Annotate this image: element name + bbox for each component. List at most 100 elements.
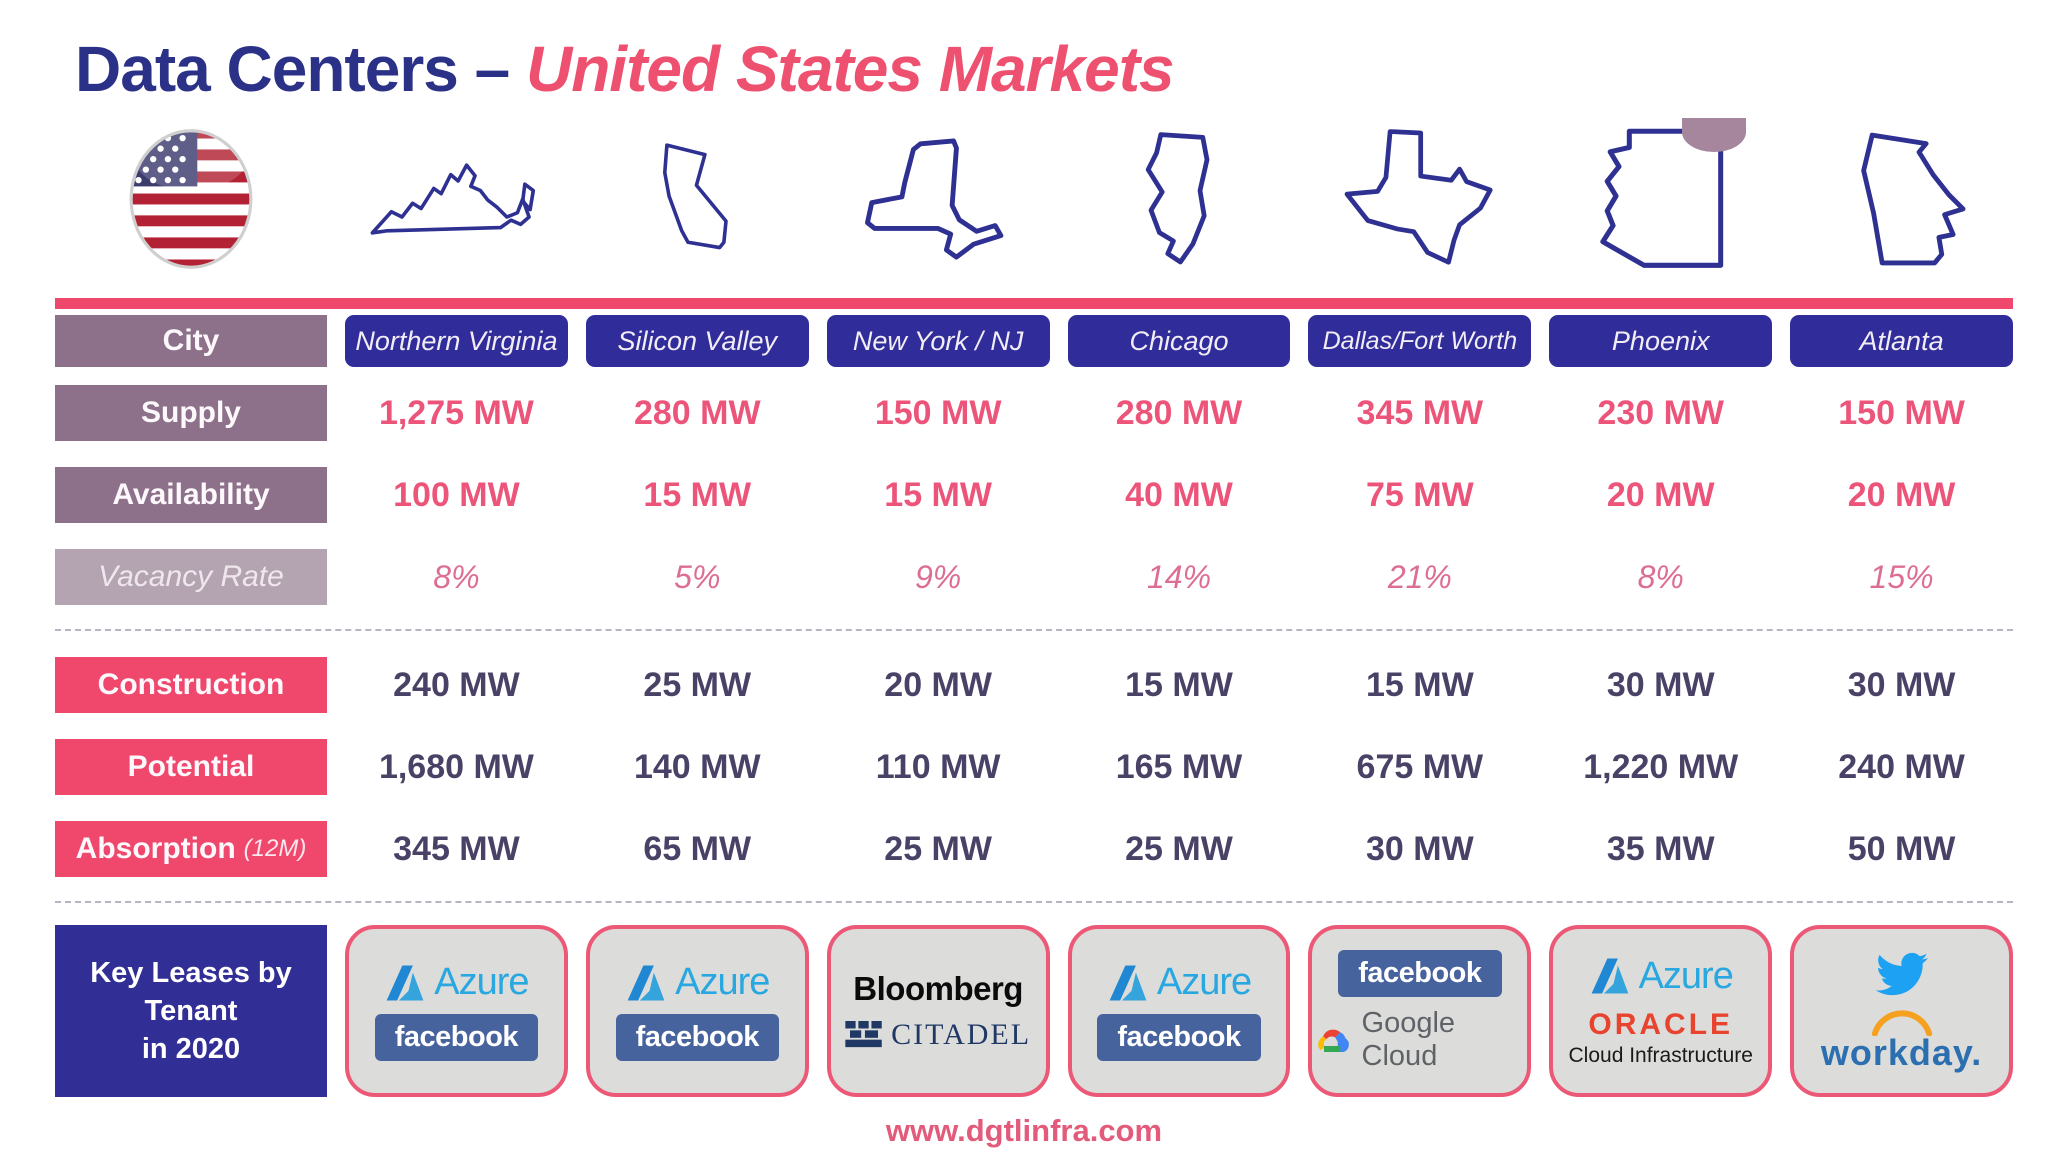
- construction-value: 15 MW: [1125, 665, 1233, 704]
- twitter-logo: [1871, 948, 1933, 1000]
- availability-value: 15 MW: [884, 475, 992, 514]
- city-chip-northern-virginia: Northern Virginia: [345, 315, 568, 367]
- construction-value: 15 MW: [1366, 665, 1474, 704]
- potential-value: 240 MW: [1838, 747, 1965, 786]
- supply-value: 230 MW: [1597, 393, 1724, 432]
- oracle-cloud-logo: ORACLE Cloud Infrastructure: [1568, 1007, 1753, 1067]
- absorption-row: Absorption (12M) 345 MW 65 MW 25 MW 25 M…: [55, 821, 2013, 877]
- bloomberg-logo: Bloomberg: [853, 970, 1023, 1007]
- availability-value: 15 MW: [643, 475, 752, 514]
- azure-icon: [386, 965, 424, 1000]
- supply-value: 280 MW: [1115, 393, 1243, 432]
- vacancy-value: 8%: [1637, 558, 1684, 595]
- potential-value: 140 MW: [633, 747, 761, 786]
- vacancy-row: Vacancy Rate 8% 5% 9% 14% 21% 8% 15%: [55, 549, 2013, 605]
- tenant-card-dallas-fort-worth: facebook Google Cloud: [1308, 925, 1532, 1097]
- google-cloud-icon: [1318, 1029, 1350, 1052]
- supply-value: 280 MW: [633, 393, 761, 432]
- footer: www.dgtlinfra.com: [0, 1113, 2048, 1149]
- citadel-logo: CITADEL: [845, 1018, 1031, 1052]
- construction-value: 20 MW: [884, 665, 992, 704]
- potential-value: 1,680 MW: [378, 747, 534, 786]
- potential-row: Potential 1,680 MW 140 MW 110 MW 165 MW …: [55, 739, 2013, 795]
- azure-icon: [627, 965, 665, 1000]
- facebook-logo: facebook: [1097, 1014, 1261, 1061]
- key-leases-row: Key Leases by Tenant in 2020 Azure faceb…: [55, 925, 2013, 1097]
- city-chip-silicon-valley: Silicon Valley: [585, 315, 809, 367]
- section-divider: [55, 901, 2013, 903]
- tenant-card-phoenix: Azure ORACLE Cloud Infrastructure: [1549, 925, 1773, 1097]
- row-label-availability: Availability: [55, 467, 327, 523]
- key-leases-header: Key Leases by Tenant in 2020: [55, 925, 327, 1097]
- city-chip-phoenix: Phoenix: [1549, 315, 1773, 367]
- vacancy-value: 15%: [1869, 558, 1934, 595]
- construction-value: 240 MW: [393, 665, 520, 704]
- supply-value: 150 MW: [1838, 393, 1965, 432]
- facebook-logo: facebook: [374, 1014, 539, 1061]
- facebook-logo: facebook: [1338, 949, 1502, 997]
- row-label-construction: Construction: [55, 657, 327, 713]
- arizona-outline-icon: [1549, 104, 1772, 298]
- accent-divider-bar: [55, 298, 2013, 309]
- absorption-value: 25 MW: [1125, 829, 1233, 868]
- california-outline-icon: [586, 104, 809, 298]
- virginia-outline-icon: [345, 104, 568, 298]
- construction-value: 30 MW: [1847, 665, 1956, 704]
- absorption-value: 65 MW: [643, 829, 752, 868]
- azure-logo: Azure: [1107, 961, 1252, 1004]
- workday-logo: workday.: [1821, 1010, 1982, 1074]
- row-label-city: City: [55, 315, 327, 367]
- city-chip-dallas-fort-worth: Dallas/Fort Worth: [1308, 315, 1532, 367]
- twitter-bird-icon: [1875, 952, 1928, 996]
- absorption-value: 345 MW: [393, 829, 520, 868]
- availability-value: 40 MW: [1125, 475, 1233, 514]
- construction-value: 25 MW: [643, 665, 752, 704]
- city-row: City Northern Virginia Silicon Valley Ne…: [55, 315, 2013, 367]
- row-label-potential: Potential: [55, 739, 327, 795]
- google-cloud-logo: Google Cloud: [1312, 1007, 1527, 1073]
- new-york-outline-icon: [827, 104, 1050, 298]
- section-divider: [55, 629, 2013, 631]
- vacancy-value: 9%: [915, 558, 962, 595]
- website-link[interactable]: www.dgtlinfra.com: [885, 1113, 1163, 1148]
- row-label-supply: Supply: [55, 385, 327, 441]
- vacancy-value: 14%: [1146, 558, 1212, 595]
- tenant-card-chicago: Azure facebook: [1067, 925, 1291, 1097]
- vacancy-value: 21%: [1387, 558, 1452, 595]
- azure-logo: Azure: [1589, 955, 1734, 998]
- city-chip-new-york-nj: New York / NJ: [826, 315, 1050, 367]
- city-chip-chicago: Chicago: [1067, 315, 1291, 367]
- absorption-value: 25 MW: [884, 829, 992, 868]
- potential-value: 1,220 MW: [1583, 747, 1739, 786]
- supply-row: Supply 1,275 MW 280 MW 150 MW 280 MW 345…: [55, 385, 2013, 441]
- city-chip-atlanta: Atlanta: [1790, 315, 2013, 367]
- us-flag-icon: [55, 104, 327, 298]
- page-title: Data Centers – United States Markets: [75, 30, 2048, 108]
- state-icons-row: [55, 108, 2013, 298]
- texas-outline-icon: [1308, 104, 1531, 298]
- availability-value: 20 MW: [1606, 475, 1715, 514]
- row-label-vacancy-rate: Vacancy Rate: [55, 549, 327, 605]
- availability-value: 20 MW: [1847, 475, 1956, 514]
- vacancy-value: 8%: [433, 558, 480, 595]
- georgia-outline-icon: [1790, 104, 2013, 298]
- azure-logo: Azure: [625, 961, 770, 1004]
- azure-logo: Azure: [384, 961, 530, 1004]
- tenant-card-silicon-valley: Azure facebook: [585, 925, 809, 1097]
- azure-icon: [1109, 965, 1147, 1000]
- potential-value: 165 MW: [1115, 747, 1243, 786]
- tenant-card-atlanta: workday.: [1790, 925, 2013, 1097]
- title-prefix: Data Centers –: [75, 33, 510, 105]
- azure-icon: [1591, 958, 1628, 994]
- construction-value: 30 MW: [1606, 665, 1715, 704]
- workday-arc-icon: [1871, 1010, 1932, 1036]
- supply-value: 1,275 MW: [378, 393, 534, 432]
- potential-value: 675 MW: [1356, 747, 1484, 786]
- absorption-label-text: Absorption: [75, 832, 236, 865]
- row-label-absorption: Absorption (12M): [55, 821, 327, 877]
- title-highlight: United States Markets: [525, 33, 1175, 105]
- supply-value: 345 MW: [1356, 393, 1484, 432]
- vacancy-value: 5%: [674, 558, 721, 595]
- facebook-logo: facebook: [615, 1014, 779, 1061]
